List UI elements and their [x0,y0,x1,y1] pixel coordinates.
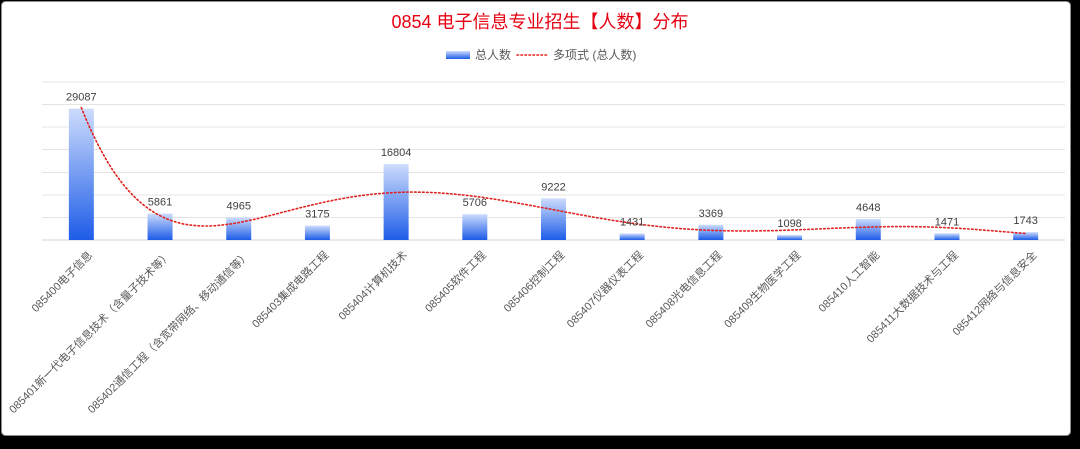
legend-label-trendline: 多项式 (总人数) [553,47,636,62]
chart-area [1,1,1071,436]
data-label: 1098 [777,218,801,230]
data-label: 5706 [463,197,487,209]
bar [304,225,330,240]
bars [68,108,1039,241]
bar [226,217,252,240]
data-label: 4648 [856,202,880,214]
data-label: 1743 [1013,215,1037,227]
legend-label-total: 总人数 [475,47,511,62]
data-labels: 29087 5861 4965 3175 16804 5706 9222 1431 3369 10… [66,92,1038,230]
legend: 总人数 多项式 (总人数) [446,47,636,62]
gridlines [42,81,1065,241]
bar [541,198,566,240]
bar [462,214,488,240]
chart-title: 0854 电子信息专业招生【人数】分布 [391,12,688,32]
polynomial-trendline [80,106,1027,235]
data-label: 3175 [305,209,329,221]
bar [147,213,173,240]
data-label: 29087 [66,92,97,104]
data-label: 5861 [148,197,172,209]
data-label: 4965 [226,201,250,213]
bar [619,233,645,240]
data-label: 3369 [699,208,723,220]
bar [383,164,409,240]
bar [855,219,881,240]
bar [934,233,960,240]
bar [698,224,724,240]
bar [68,108,94,241]
bar [777,235,803,240]
bar [1013,232,1039,240]
data-label: 9222 [541,181,565,193]
data-label: 16804 [381,147,412,159]
legend-swatch-total [446,51,470,59]
data-label: 1431 [620,217,644,229]
data-label: 1471 [935,216,959,228]
